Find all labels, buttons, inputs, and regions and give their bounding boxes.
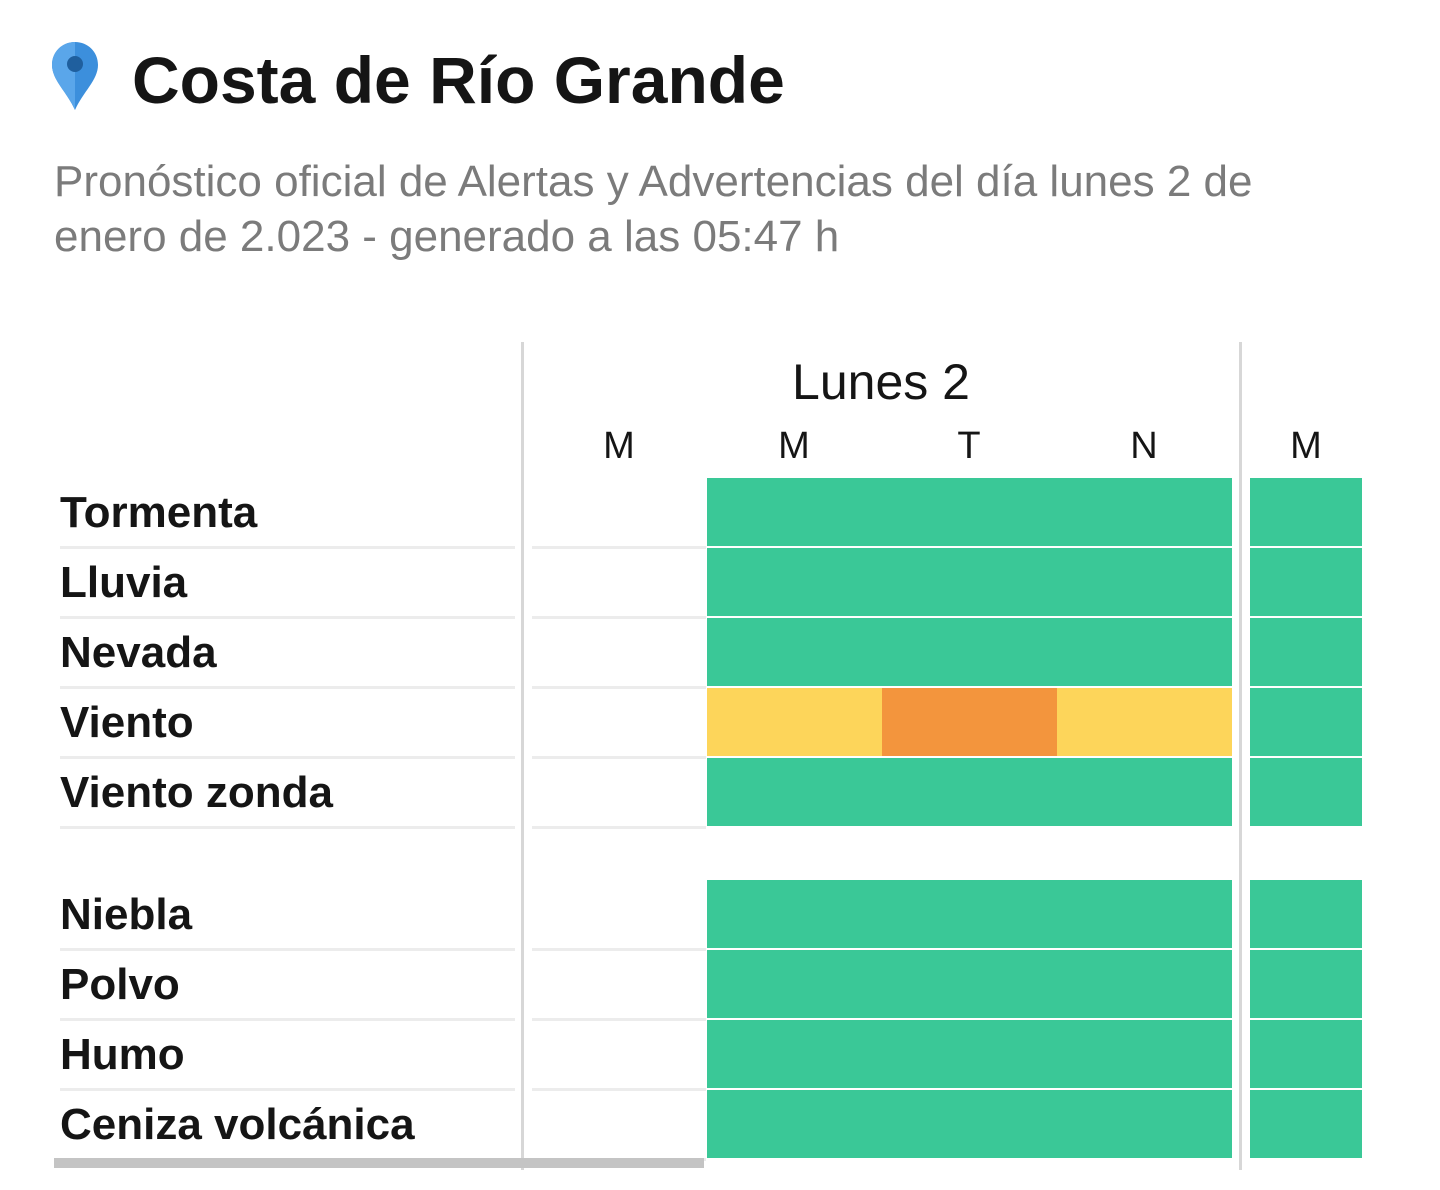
alert-cell-green[interactable]: [1250, 1020, 1362, 1088]
alert-cell-green[interactable]: [707, 950, 882, 1018]
alert-cell-green[interactable]: [1057, 618, 1232, 686]
alert-cell-green[interactable]: [882, 880, 1057, 948]
scroll-indicator: [54, 1158, 704, 1168]
alert-cell-green[interactable]: [1250, 618, 1362, 686]
row-separator: [60, 686, 515, 689]
table-divider-right: [1239, 342, 1242, 1170]
row-separator: [532, 686, 706, 689]
alert-cell-green[interactable]: [707, 1090, 882, 1158]
alert-cell-green[interactable]: [707, 1020, 882, 1088]
alert-cell-yellow[interactable]: [707, 688, 882, 756]
alert-cell-green[interactable]: [707, 478, 882, 546]
row-separator: [60, 1018, 515, 1021]
alert-cell-green[interactable]: [707, 548, 882, 616]
map-pin-icon: [52, 42, 98, 110]
alert-cell-green[interactable]: [1057, 1090, 1232, 1158]
alert-cell-green[interactable]: [707, 758, 882, 826]
alert-cell-orange[interactable]: [882, 688, 1057, 756]
period-header: M: [603, 425, 635, 467]
alert-cell-green[interactable]: [1250, 1090, 1362, 1158]
row-label: Humo: [60, 1030, 185, 1079]
row-separator: [60, 546, 515, 549]
alert-cell-green[interactable]: [1250, 548, 1362, 616]
alert-cell-green[interactable]: [1250, 950, 1362, 1018]
alert-cell-green[interactable]: [882, 548, 1057, 616]
row-separator: [532, 1018, 706, 1021]
row-label: Ceniza volcánica: [60, 1100, 415, 1149]
alert-cell-green[interactable]: [882, 758, 1057, 826]
alert-cell-green[interactable]: [707, 880, 882, 948]
period-header: N: [1130, 425, 1158, 467]
alert-cell-green[interactable]: [882, 950, 1057, 1018]
row-separator: [60, 948, 515, 951]
alert-cell-green[interactable]: [882, 478, 1057, 546]
alert-cell-yellow[interactable]: [1057, 688, 1232, 756]
page-subtitle: Pronóstico oficial de Alertas y Adverten…: [54, 157, 1253, 261]
row-separator: [532, 756, 706, 759]
alert-cell-green[interactable]: [882, 1090, 1057, 1158]
alert-cell-green[interactable]: [707, 618, 882, 686]
alert-cell-green[interactable]: [1057, 758, 1232, 826]
row-separator: [60, 756, 515, 759]
row-separator: [532, 948, 706, 951]
period-header: T: [957, 425, 981, 467]
row-separator: [60, 1088, 515, 1091]
alert-cell-green[interactable]: [882, 1020, 1057, 1088]
row-separator: [532, 826, 706, 829]
alert-cell-green[interactable]: [1250, 478, 1362, 546]
row-label: Viento: [60, 698, 194, 747]
row-separator: [532, 546, 706, 549]
alert-cell-green[interactable]: [1250, 688, 1362, 756]
page-title: Costa de Río Grande: [132, 43, 785, 117]
row-label: Nevada: [60, 628, 217, 677]
alert-cell-green[interactable]: [1057, 548, 1232, 616]
day-title: Lunes 2: [792, 354, 970, 410]
alert-cell-green[interactable]: [1057, 880, 1232, 948]
alert-cell-green[interactable]: [1250, 758, 1362, 826]
row-label: Lluvia: [60, 558, 188, 607]
row-label: Niebla: [60, 890, 193, 939]
row-label: Tormenta: [60, 488, 258, 537]
row-label: Viento zonda: [60, 768, 333, 817]
alert-cell-green[interactable]: [1057, 950, 1232, 1018]
period-header: M: [1290, 425, 1322, 467]
alert-cell-green[interactable]: [1057, 478, 1232, 546]
row-separator: [60, 826, 515, 829]
alert-cell-green[interactable]: [1250, 880, 1362, 948]
period-header: M: [778, 425, 810, 467]
row-label: Polvo: [60, 960, 180, 1009]
row-separator: [532, 1088, 706, 1091]
row-separator: [532, 616, 706, 619]
row-separator: [60, 616, 515, 619]
alert-cell-green[interactable]: [882, 618, 1057, 686]
alert-cell-green[interactable]: [1057, 1020, 1232, 1088]
table-divider-left: [521, 342, 524, 1170]
